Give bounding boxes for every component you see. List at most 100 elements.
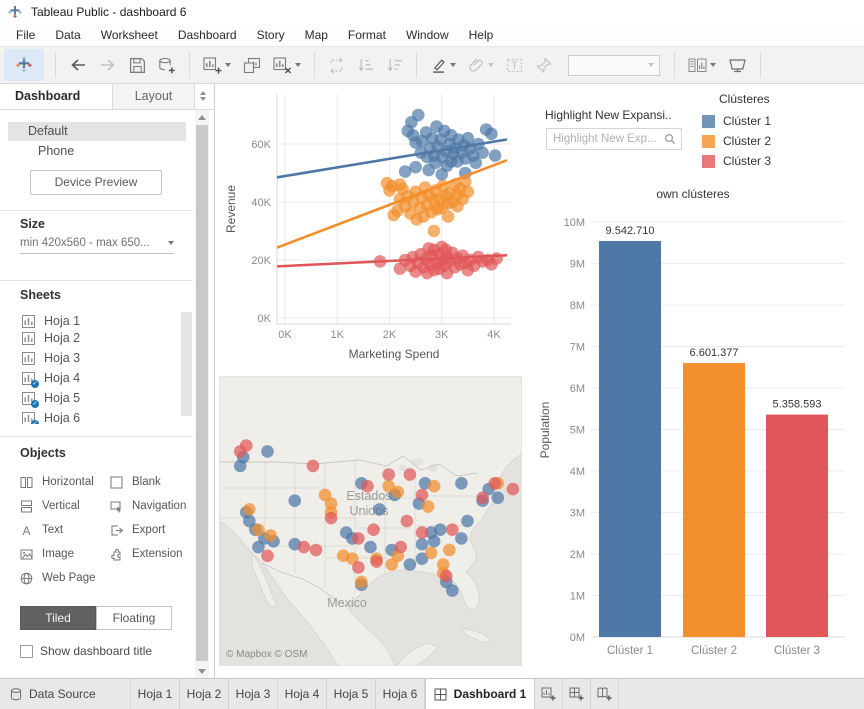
clear-sheet-dropdown-caret[interactable] <box>295 63 301 67</box>
object-image[interactable]: Image <box>20 542 74 566</box>
navigation-icon <box>110 501 122 513</box>
sheet-item-hoja-2[interactable]: Hoja 2 <box>0 328 180 348</box>
sidebar-divider <box>0 210 193 211</box>
tab-dashboard[interactable]: Dashboard <box>0 84 112 109</box>
bar-chart[interactable]: 9.542.710 Clúster 1 6.601.377 Clúster 2 5.35… <box>537 202 864 672</box>
tab-hoja-4[interactable]: Hoja 4 <box>278 679 327 709</box>
pin-button[interactable] <box>529 50 558 80</box>
sidebar-tabs: Dashboard Layout <box>0 84 214 110</box>
swap-rows-columns-button[interactable] <box>322 50 351 80</box>
menu-data[interactable]: Data <box>55 28 81 42</box>
menu-window[interactable]: Window <box>405 28 449 42</box>
menu-dashboard[interactable]: Dashboard <box>177 28 237 42</box>
paperclip-icon <box>469 58 483 72</box>
tab-hoja-5[interactable]: Hoja 5 <box>327 679 376 709</box>
object-blank[interactable]: Blank <box>110 470 161 494</box>
menu-map[interactable]: Map <box>304 28 328 42</box>
new-dashboard-tab-button[interactable] <box>563 679 591 709</box>
tableau-home-button[interactable] <box>4 49 44 81</box>
clear-sheet-button[interactable] <box>267 50 307 80</box>
device-item-phone[interactable]: Phone <box>38 144 75 158</box>
worksheet-icon: ✓ <box>22 371 39 388</box>
cluster-legend[interactable]: Clústeres Clúster 1 Clúster 2 Clúster 3 <box>702 92 832 171</box>
show-me-button[interactable] <box>682 50 722 80</box>
object-horizontal[interactable]: Horizontal <box>20 470 94 494</box>
sheet-item-hoja-4[interactable]: ✓ Hoja 4 <box>0 368 180 388</box>
object-navigation[interactable]: Navigation <box>110 494 186 518</box>
menu-help[interactable]: Help <box>468 28 494 42</box>
sheet-item-hoja-5[interactable]: ✓ Hoja 5 <box>0 388 180 408</box>
highlight-dropdown-caret[interactable] <box>450 63 456 67</box>
show-me-dropdown-caret[interactable] <box>710 63 716 67</box>
object-export[interactable]: Export <box>110 518 165 542</box>
presentation-mode-button[interactable] <box>722 50 753 80</box>
new-story-tab-button[interactable] <box>591 679 619 709</box>
tab-hoja-1[interactable]: Hoja 1 <box>131 679 180 709</box>
svg-text:Clúster 1: Clúster 1 <box>607 645 653 657</box>
tabbar-filler <box>619 679 864 709</box>
floating-button[interactable]: Floating <box>96 606 172 630</box>
sort-descending-button[interactable] <box>380 50 409 80</box>
sort-ascending-button[interactable] <box>351 50 380 80</box>
object-text[interactable]: A Text <box>20 518 63 542</box>
tab-layout[interactable]: Layout <box>112 84 195 109</box>
tab-data-source[interactable]: Data Source <box>0 679 131 709</box>
object-web-page[interactable]: Web Page <box>20 566 96 590</box>
highlight-button[interactable] <box>424 50 462 80</box>
blank-icon <box>110 476 123 488</box>
legend-item-cluster-1[interactable]: Clúster 1 <box>702 111 832 131</box>
show-dashboard-title-checkbox[interactable] <box>20 644 33 658</box>
tiled-button[interactable]: Tiled <box>20 606 96 630</box>
new-worksheet-button[interactable] <box>197 50 237 80</box>
menu-worksheet[interactable]: Worksheet <box>100 28 158 42</box>
map-view[interactable]: Estados Unidos Mexico © Mapbox © OSM <box>218 375 523 671</box>
tableau-logo-icon <box>8 6 22 18</box>
scroll-up-icon[interactable] <box>198 115 206 120</box>
object-vertical[interactable]: Vertical <box>20 494 80 518</box>
sidebar-collapse-icon[interactable] <box>200 91 206 101</box>
scroll-down-icon[interactable] <box>198 669 206 674</box>
forward-button[interactable] <box>93 50 123 80</box>
tab-hoja-2[interactable]: Hoja 2 <box>180 679 229 709</box>
sidebar-scrollbar[interactable] <box>195 110 209 678</box>
svg-text:6M: 6M <box>570 383 585 395</box>
highlight-search-box[interactable] <box>546 128 682 150</box>
object-extension[interactable]: Extension <box>110 542 183 566</box>
tab-dashboard-1[interactable]: Dashboard 1 <box>425 679 535 709</box>
legend-item-cluster-2[interactable]: Clúster 2 <box>702 131 832 151</box>
presentation-mode-icon <box>729 58 746 72</box>
format-attach-button[interactable] <box>462 50 500 80</box>
sheets-scrollbar-thumb[interactable] <box>181 312 192 416</box>
menu-file[interactable]: File <box>16 28 36 42</box>
device-preview-button[interactable]: Device Preview <box>30 170 162 195</box>
new-worksheet-dropdown-caret[interactable] <box>225 63 231 67</box>
sheet-item-hoja-6[interactable]: ✓ Hoja 6 <box>0 408 180 424</box>
map-data-points[interactable] <box>233 439 520 597</box>
sheet-item-hoja-3[interactable]: Hoja 3 <box>0 348 180 368</box>
tab-hoja-6[interactable]: Hoja 6 <box>376 679 425 709</box>
new-worksheet-tab-button[interactable] <box>535 679 563 709</box>
fit-selector[interactable] <box>568 54 660 76</box>
scatter-chart[interactable]: 0K 20K 40K 60K 0K 1K 2K 3K 4K Marketing Spend Reve… <box>219 88 522 376</box>
highlight-search-input[interactable] <box>547 133 664 145</box>
menu-story[interactable]: Story <box>256 28 285 42</box>
map-country-borders <box>219 455 478 606</box>
map-label-estados: Estados <box>346 489 391 503</box>
tab-hoja-3[interactable]: Hoja 3 <box>229 679 278 709</box>
menu-format[interactable]: Format <box>347 28 386 42</box>
format-attach-dropdown-caret[interactable] <box>488 63 494 67</box>
search-icon[interactable] <box>664 133 676 145</box>
save-button[interactable] <box>123 50 152 80</box>
size-dropdown[interactable]: min 420x560 - max 650... <box>20 237 174 254</box>
worksheet-icon <box>22 351 35 365</box>
sidebar-scrollbar-thumb[interactable] <box>196 125 208 661</box>
new-data-source-button[interactable] <box>152 50 182 80</box>
device-item-default[interactable]: Default <box>8 122 186 141</box>
legend-item-cluster-3[interactable]: Clúster 3 <box>702 151 832 171</box>
svg-text:Population: Population <box>538 402 552 459</box>
text-annotation-button[interactable]: T <box>500 50 529 80</box>
back-button[interactable] <box>63 50 93 80</box>
sheet-item-hoja-1[interactable]: Hoja 1 <box>0 311 180 331</box>
duplicate-button[interactable] <box>237 50 267 80</box>
